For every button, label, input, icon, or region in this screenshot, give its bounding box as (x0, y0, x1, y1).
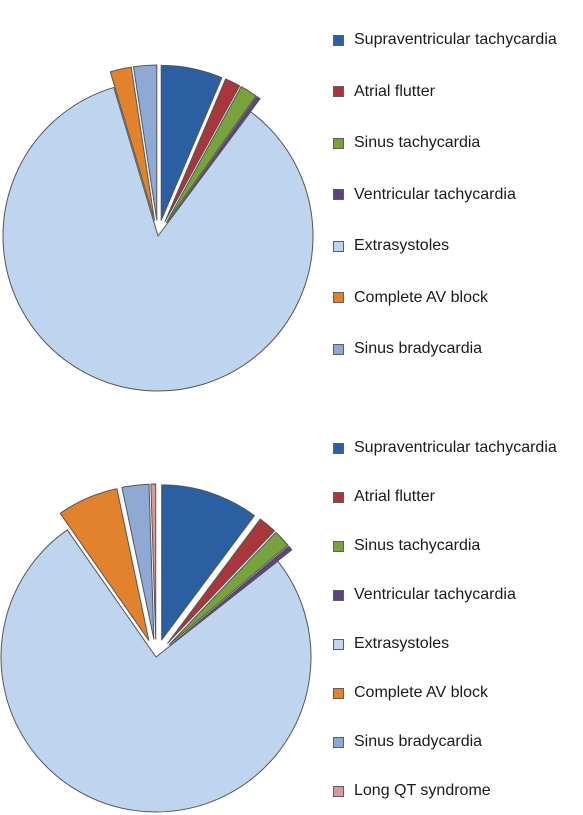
legend-item-extrasystoles: Extrasystoles (333, 237, 449, 255)
legend-label: Sinus bradycardia (354, 340, 483, 357)
legend-item-sinus-bradycardia: Sinus bradycardia (333, 340, 482, 358)
legend-swatch (333, 86, 344, 97)
legend-swatch (333, 491, 344, 503)
legend-label: Sinus bradycardia (354, 733, 483, 750)
legend-swatch (333, 785, 344, 797)
pie-slice-sinus-tachycardia (168, 531, 289, 646)
pie-slice-extrasystoles (2, 86, 314, 392)
legend-label: Complete AV block (354, 288, 488, 306)
legend-item-atrial-flutter: Atrial flutter (333, 83, 435, 101)
pie-plot-top (2, 64, 314, 392)
legend-swatch (333, 137, 344, 149)
pie-slice-complete-av-block (59, 488, 150, 641)
pie-slice-supraventricular-tachycardia (161, 484, 255, 641)
legend-item-sinus-tachycardia: Sinus tachycardia (333, 134, 480, 152)
legend-label: Supraventricular tachycardia (354, 439, 557, 456)
pie-slice-ventricular-tachycardia (169, 545, 293, 647)
legend-swatch (333, 240, 344, 252)
pie-chart-bottom: Supraventricular tachycardia Atrial flutt… (0, 405, 583, 815)
pie-slice-complete-av-block (109, 66, 156, 221)
legend-label: Sinus tachycardia (354, 537, 481, 554)
pie-slice-sinus-bradycardia (133, 64, 158, 221)
pie-slice-long-qt-syndrome (150, 483, 157, 640)
pie-slice-supraventricular-tachycardia (160, 64, 223, 221)
pie-slice-sinus-tachycardia (165, 86, 257, 223)
legend-swatch (333, 638, 344, 650)
legend-swatch (333, 189, 344, 200)
legend-swatch (333, 442, 344, 454)
legend-label: Sinus tachycardia (354, 134, 481, 151)
legend-label: Supraventricular tachycardia (354, 31, 557, 48)
legend-swatch (333, 292, 344, 303)
legend-label: Atrial flutter (354, 488, 435, 505)
legend-item-sinus-bradycardia: Sinus bradycardia (333, 733, 482, 751)
pie-slice-atrial-flutter (167, 518, 275, 644)
legend-item-ventricular-tachycardia: Ventricular tachycardia (333, 186, 516, 204)
pie-slice-atrial-flutter (164, 78, 241, 223)
pie-plot-bottom (0, 483, 312, 813)
pie-slice-extrasystoles (0, 529, 312, 813)
legend-swatch (333, 736, 344, 748)
legend-label: Ventricular tachycardia (354, 185, 516, 203)
legend-swatch (333, 687, 344, 699)
legend-item-ventricular-tachycardia: Ventricular tachycardia (333, 586, 516, 604)
legend-item-long-qt-syndrome: Long QT syndrome (333, 782, 491, 800)
legend-label: Atrial flutter (354, 82, 435, 100)
legend-item-supraventricular-tachycardia: Supraventricular tachycardia (333, 439, 557, 457)
legend-swatch (333, 589, 344, 601)
legend-label: Long QT syndrome (354, 782, 491, 799)
legend-item-extrasystoles: Extrasystoles (333, 635, 449, 653)
legend-item-supraventricular-tachycardia: Supraventricular tachycardia (333, 31, 557, 49)
legend-swatch (333, 343, 344, 355)
legend-item-complete-av-block: Complete AV block (333, 289, 488, 307)
legend-item-complete-av-block: Complete AV block (333, 684, 488, 702)
pie-slice-ventricular-tachycardia (166, 96, 261, 224)
legend-label: Extrasystoles (354, 237, 450, 254)
pie-slice-sinus-bradycardia (121, 483, 155, 640)
legend-label: Extrasystoles (354, 635, 450, 652)
pie-chart-top: Supraventricular tachycardia Atrial flutt… (0, 0, 583, 400)
legend-swatch (333, 540, 344, 552)
legend-label: Ventricular tachycardia (354, 586, 516, 603)
legend-label: Complete AV block (354, 684, 488, 701)
legend-item-sinus-tachycardia: Sinus tachycardia (333, 537, 480, 555)
legend-swatch (333, 34, 344, 46)
legend-item-atrial-flutter: Atrial flutter (333, 488, 435, 506)
